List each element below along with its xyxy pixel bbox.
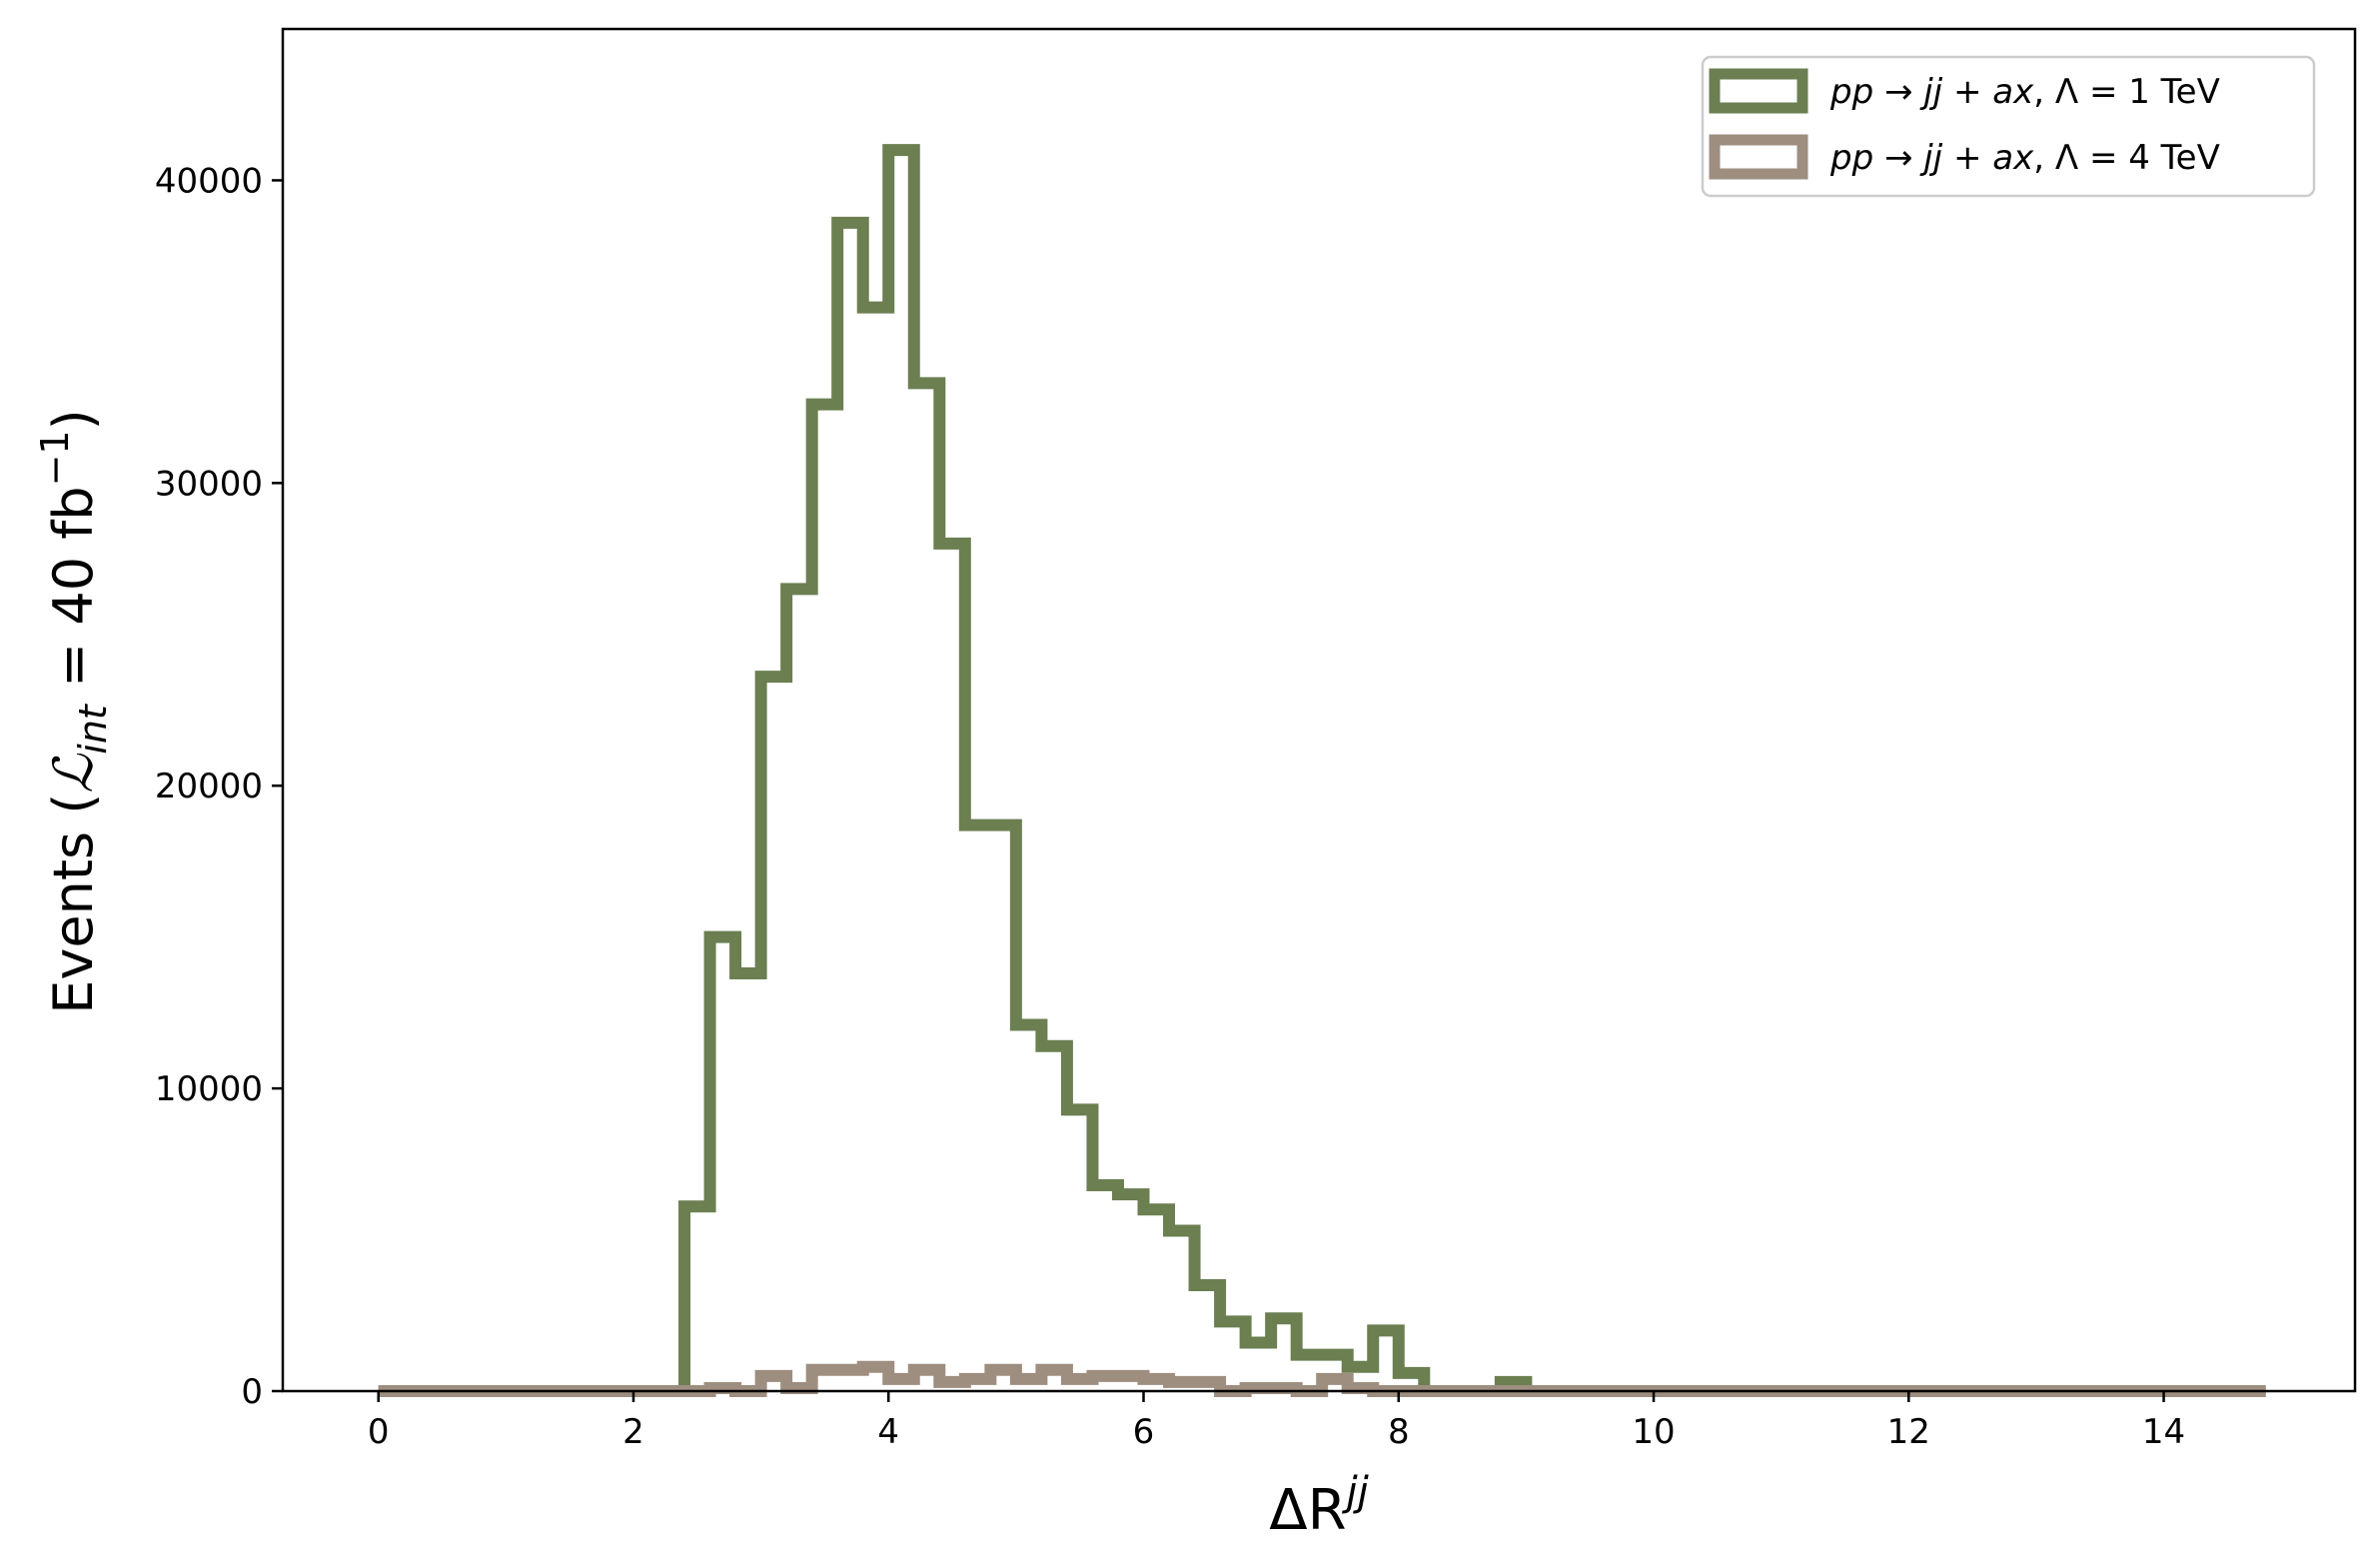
- x-axis-title-superscript: jj: [1341, 1469, 1369, 1515]
- y-axis-title-symbol: ℒ: [42, 754, 105, 793]
- x-axis-title-base: ΔR: [1269, 1478, 1346, 1543]
- legend-label-1tev: pp → jj + ax, Λ = 1 TeV: [1829, 72, 2220, 112]
- x-axis-title: ΔRjj: [1269, 1469, 1369, 1543]
- legend-box: [1701, 55, 2316, 198]
- legend-swatch-4tev: [1709, 134, 1808, 180]
- legend-swatch-1tev: [1709, 68, 1808, 114]
- y-axis-title-prefix: Events (: [42, 793, 105, 1014]
- y-tick-label: 0: [241, 1372, 263, 1412]
- y-tick-label: 30000: [155, 464, 263, 504]
- y-tick-label: 20000: [155, 767, 263, 806]
- y-axis-title-subscript: int: [71, 703, 115, 755]
- legend-label-4tev: pp → jj + ax, Λ = 4 TeV: [1829, 138, 2220, 178]
- y-axis-ticks: 0 10000 20000 30000 40000: [155, 161, 283, 1412]
- x-tick-label: 12: [1887, 1412, 1930, 1452]
- y-axis-title-middle: = 40 fb: [42, 486, 105, 705]
- y-tick-label: 10000: [155, 1069, 263, 1109]
- x-tick-label: 10: [1632, 1412, 1675, 1452]
- axes-frame: [281, 27, 2357, 1393]
- x-tick-label: 8: [1388, 1412, 1410, 1452]
- legend: pp → jj + ax, Λ = 1 TeV pp → jj + ax, Λ …: [1701, 55, 2316, 198]
- x-tick-label: 14: [2142, 1412, 2185, 1452]
- y-axis-title-superscript: −1: [33, 430, 77, 486]
- y-tick-label: 40000: [155, 161, 263, 201]
- y-axis-title: Events (ℒint = 40 fb−1): [33, 409, 115, 1013]
- x-axis-ticks: 0 2 4 6 8 10 12 14: [368, 1391, 2185, 1452]
- x-tick-label: 0: [368, 1412, 390, 1452]
- x-tick-label: 6: [1133, 1412, 1155, 1452]
- y-axis-title-suffix: ): [42, 409, 105, 430]
- x-tick-label: 4: [877, 1412, 899, 1452]
- x-tick-label: 2: [622, 1412, 644, 1452]
